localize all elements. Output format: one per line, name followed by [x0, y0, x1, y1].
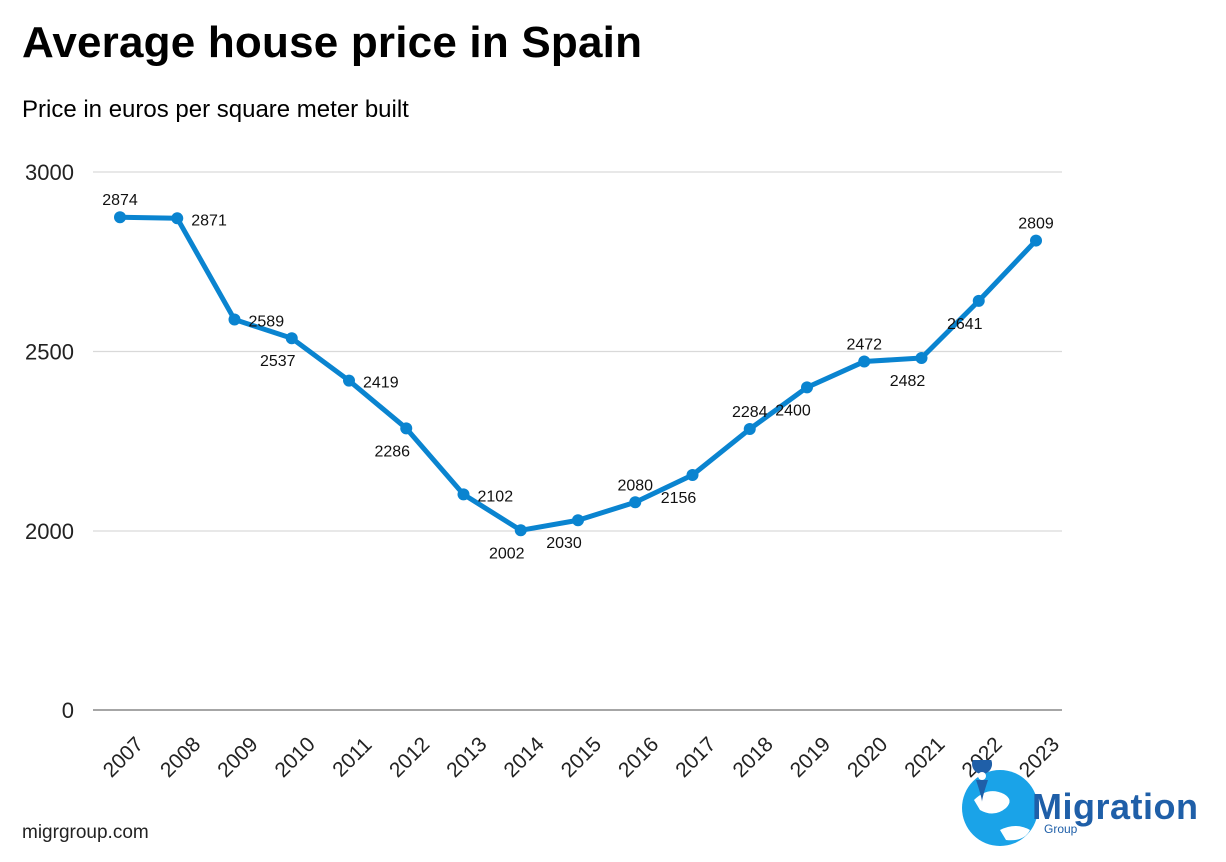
data-point-2023 [1030, 234, 1042, 247]
data-label-2017: 2156 [661, 490, 697, 507]
x-tick-label-2021: 2021 [900, 733, 949, 782]
data-label-2015: 2030 [546, 535, 582, 552]
data-point-2022 [972, 294, 985, 307]
data-label-2013: 2102 [478, 488, 514, 505]
data-point-2020 [858, 355, 871, 368]
x-tick-label-2008: 2008 [156, 733, 205, 782]
x-tick-label-2009: 2009 [213, 733, 262, 782]
x-tick-label-2018: 2018 [729, 733, 778, 782]
data-label-2011: 2419 [363, 375, 399, 392]
data-point-2013 [457, 488, 470, 501]
data-label-2007: 2874 [102, 192, 138, 209]
data-point-2010 [285, 332, 298, 345]
y-tick-label-2500: 2500 [25, 340, 74, 365]
data-point-2007 [114, 211, 126, 224]
data-label-2021: 2482 [890, 373, 926, 390]
x-tick-label-2011: 2011 [328, 733, 376, 781]
data-label-2018: 2284 [732, 404, 768, 421]
data-point-2015 [572, 514, 584, 527]
data-label-2009: 2589 [249, 314, 285, 331]
x-tick-label-2014: 2014 [500, 733, 550, 783]
data-point-2011 [343, 374, 355, 387]
x-tick-label-2015: 2015 [557, 733, 606, 782]
data-point-2008 [171, 212, 184, 225]
globe-pin-logo-icon [962, 760, 1038, 846]
chart-subtitle: Price in euros per square meter built [22, 96, 409, 123]
x-tick-label-2020: 2020 [843, 733, 892, 782]
data-point-2017 [686, 468, 699, 481]
data-point-2016 [629, 496, 642, 509]
data-label-2016: 2080 [617, 477, 653, 494]
chart-title: Average house price in Spain [22, 18, 643, 67]
brand-name: Migration [1032, 786, 1199, 827]
x-tick-label-2017: 2017 [671, 733, 720, 782]
data-label-2008: 2871 [191, 212, 227, 229]
y-tick-label-0: 0 [62, 698, 74, 723]
data-point-2018 [743, 423, 756, 436]
x-tick-label-2019: 2019 [786, 733, 835, 782]
data-label-2012: 2286 [374, 443, 410, 460]
brand-sub: Group [1044, 822, 1078, 836]
x-tick-label-2007: 2007 [99, 733, 148, 782]
data-label-2014: 2002 [489, 545, 525, 562]
source-note: migrgroup.com [22, 822, 149, 843]
data-label-2022: 2641 [947, 316, 983, 333]
data-point-2014 [514, 524, 527, 537]
data-label-2020: 2472 [846, 337, 882, 354]
x-tick-label-2012: 2012 [385, 733, 434, 782]
data-label-2023: 2809 [1018, 216, 1054, 233]
y-tick-label-2000: 2000 [25, 519, 74, 544]
x-tick-label-2010: 2010 [271, 733, 320, 782]
y-tick-label-3000: 3000 [25, 160, 74, 185]
x-tick-label-2016: 2016 [614, 733, 663, 782]
data-point-2019 [801, 381, 813, 394]
data-point-2021 [915, 351, 928, 364]
data-point-2009 [228, 313, 241, 326]
data-point-2012 [400, 422, 413, 435]
x-tick-label-2013: 2013 [442, 733, 491, 782]
data-label-2019: 2400 [775, 402, 811, 419]
data-label-2010: 2537 [260, 353, 296, 370]
